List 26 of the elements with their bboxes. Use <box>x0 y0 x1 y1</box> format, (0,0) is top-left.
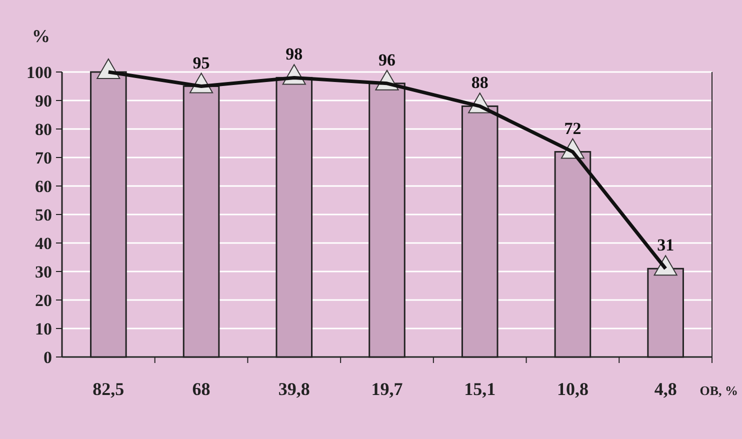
x-tick-label: 15,1 <box>464 379 496 399</box>
data-label: 98 <box>286 44 303 64</box>
y-tick-label: 30 <box>35 262 52 282</box>
x-axis-title: ОВ, % <box>700 383 738 398</box>
y-tick-label: 40 <box>35 234 52 253</box>
y-tick-label: 60 <box>35 176 52 196</box>
y-tick-label: 90 <box>35 91 52 110</box>
y-tick-label: 0 <box>44 348 52 367</box>
y-tick-label: 50 <box>35 205 52 224</box>
x-tick-label: 10,8 <box>556 379 588 399</box>
x-tick-label: 39,8 <box>278 379 310 399</box>
y-axis-title: % <box>32 26 50 46</box>
y-tick-label: 80 <box>35 120 52 139</box>
x-tick-label: 68 <box>192 379 210 399</box>
data-label: 31 <box>657 236 674 255</box>
x-tick-label: 19,7 <box>371 379 403 399</box>
data-label: 88 <box>471 73 488 92</box>
data-label: 96 <box>378 50 396 70</box>
data-label: 95 <box>192 53 210 72</box>
y-tick-label: 20 <box>35 290 52 310</box>
data-label: 72 <box>564 118 582 138</box>
y-tick-label: 70 <box>35 148 52 168</box>
y-tick-label: 10 <box>35 319 52 338</box>
y-tick-label: 100 <box>26 62 52 82</box>
x-tick-label: 82,5 <box>92 379 124 399</box>
x-tick-label: 4,8 <box>654 379 677 399</box>
